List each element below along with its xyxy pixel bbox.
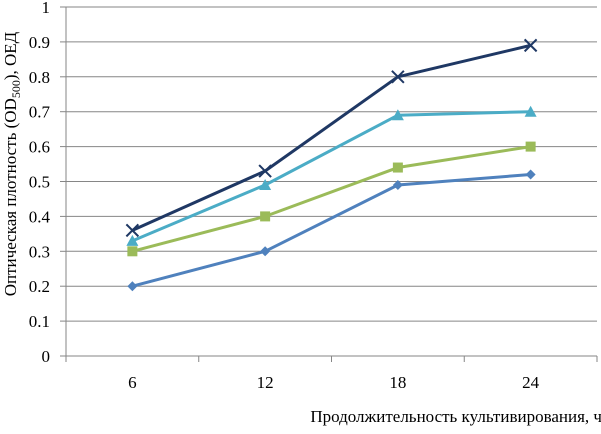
- x-tick-label: 6: [128, 373, 137, 392]
- y-tick-label: 0.4: [29, 207, 51, 226]
- data-point: [259, 178, 272, 190]
- series-line: [131, 110, 531, 243]
- y-tick-label: 0.8: [29, 68, 50, 87]
- data-point: [524, 105, 537, 117]
- y-tick-label: 0.1: [29, 312, 50, 331]
- data-point: [260, 211, 271, 222]
- x-tick-label: 12: [257, 373, 274, 392]
- y-tick-label: 0.2: [29, 277, 50, 296]
- data-point: [260, 246, 271, 257]
- series-line: [131, 173, 531, 288]
- axes: [60, 6, 598, 362]
- series-1: [127, 169, 536, 292]
- y-tick-label: 0.3: [29, 242, 50, 261]
- y-tick-label: 0.7: [29, 103, 51, 122]
- gridlines: [66, 6, 597, 322]
- data-point: [391, 109, 404, 121]
- y-tick-label: 1: [42, 0, 51, 17]
- y-tick-label: 0: [42, 347, 51, 366]
- data-point: [392, 179, 403, 190]
- x-axis-title: Продолжительность культивирования, ч: [310, 407, 601, 426]
- series-line: [131, 43, 531, 232]
- x-tick-label: 24: [522, 373, 540, 392]
- series-2: [127, 141, 536, 257]
- series-4: [125, 38, 538, 238]
- data-point: [525, 169, 536, 180]
- y-tick-label: 0.5: [29, 173, 50, 192]
- data-point: [392, 162, 403, 173]
- data-point: [127, 246, 138, 257]
- y-tick-label: 0.9: [29, 33, 50, 52]
- y-axis-title-subscript: 500: [9, 80, 23, 98]
- series-3: [126, 105, 537, 246]
- series-lines: [125, 38, 538, 292]
- data-point: [125, 223, 140, 238]
- data-point: [391, 70, 405, 84]
- data-point: [525, 141, 536, 152]
- x-tick-labels: 6 12 18 24: [128, 373, 540, 392]
- data-point: [258, 164, 272, 178]
- y-tick-label: 0.6: [29, 138, 50, 157]
- data-point: [523, 38, 538, 53]
- y-axis-title-suffix: ), ОЕД: [1, 31, 20, 80]
- y-axis-title-prefix: Оптическая плотность (OD: [1, 98, 20, 296]
- y-tick-labels: 0 0.1 0.2 0.3 0.4 0.5 0.6 0.7 0.8 0.9 1: [29, 0, 51, 366]
- x-tick-label: 18: [389, 373, 406, 392]
- data-point: [127, 281, 138, 292]
- y-axis-title: Оптическая плотность (OD500), ОЕД: [1, 31, 23, 296]
- series-line: [131, 145, 531, 253]
- data-point: [126, 234, 139, 246]
